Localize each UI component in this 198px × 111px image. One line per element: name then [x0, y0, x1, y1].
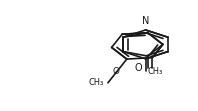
- Text: O: O: [134, 63, 142, 73]
- Text: N: N: [142, 16, 149, 26]
- Text: CH₃: CH₃: [89, 78, 104, 87]
- Text: O: O: [113, 67, 120, 76]
- Text: CH₃: CH₃: [148, 67, 163, 76]
